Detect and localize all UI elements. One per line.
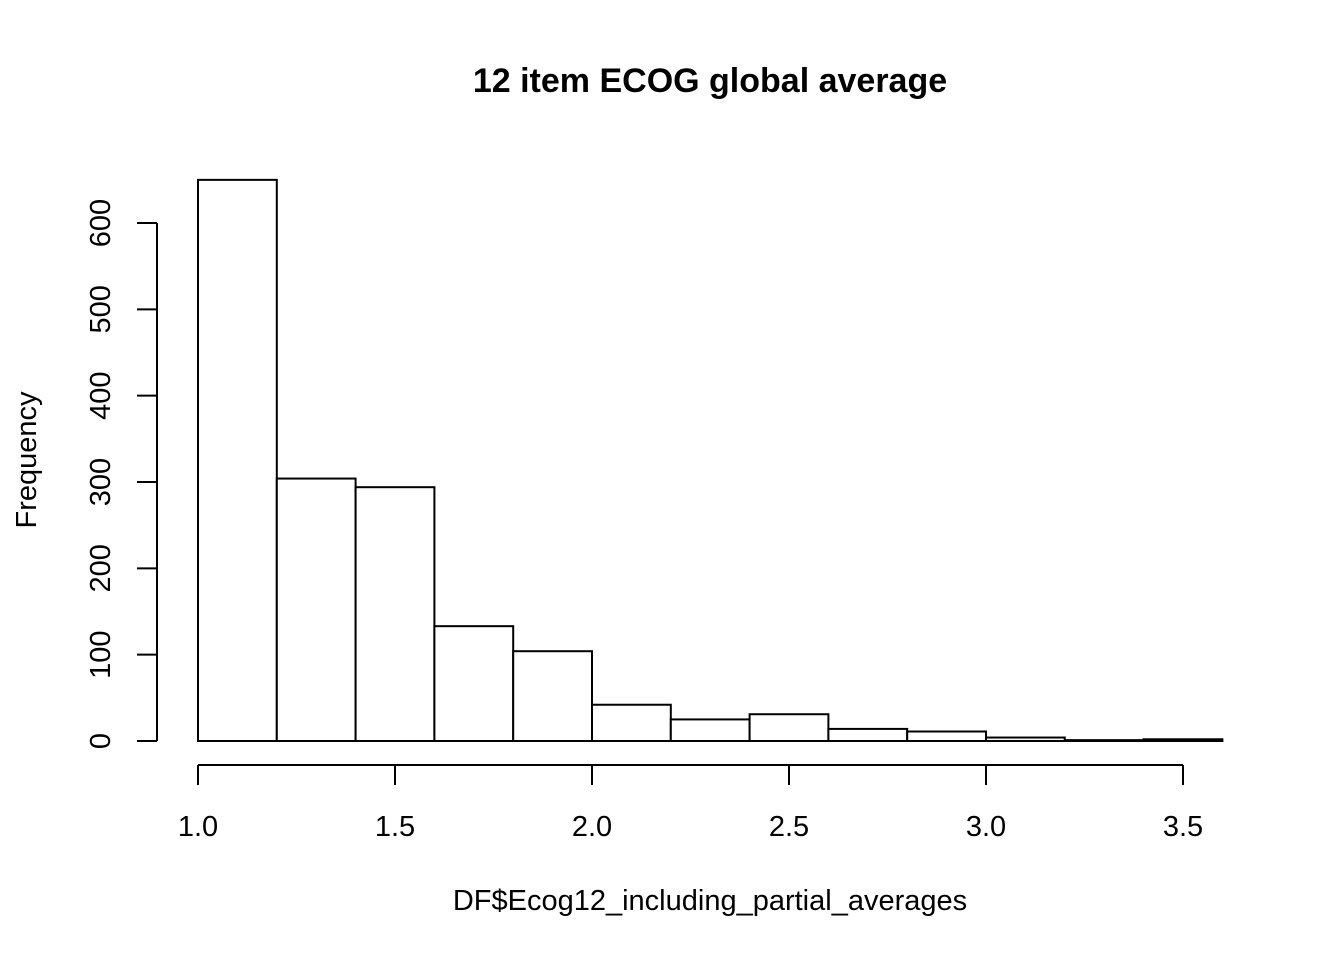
y-tick-label: 500 bbox=[85, 285, 117, 333]
histogram-bar-12 bbox=[1142, 738, 1224, 742]
y-tick-label: 100 bbox=[85, 630, 117, 678]
histogram-bar-8 bbox=[827, 727, 909, 743]
y-axis-label: Frequency bbox=[11, 391, 43, 529]
y-tick-label: 600 bbox=[85, 199, 117, 247]
y-tick-label: 300 bbox=[85, 458, 117, 506]
x-tick-label: 1.5 bbox=[375, 811, 415, 843]
histogram-bar-0 bbox=[197, 178, 278, 743]
y-tick-label: 200 bbox=[85, 544, 117, 592]
histogram-bar-1 bbox=[275, 477, 357, 742]
y-tick-label: 0 bbox=[85, 733, 117, 749]
x-tick-label: 1.0 bbox=[178, 811, 218, 843]
x-axis-label: DF$Ecog12_including_partial_averages bbox=[453, 885, 967, 917]
x-tick-label: 3.5 bbox=[1163, 811, 1203, 843]
x-tick-label: 2.5 bbox=[769, 811, 809, 843]
x-axis: 1.0 1.5 2.0 2.5 3.0 3.5 bbox=[178, 764, 1203, 843]
histogram-bar-7 bbox=[748, 713, 830, 742]
histogram-bar-11 bbox=[1063, 739, 1145, 743]
histogram-bar-3 bbox=[433, 625, 515, 742]
chart-title: 12 item ECOG global average bbox=[473, 62, 947, 100]
x-tick-label: 3.0 bbox=[966, 811, 1006, 843]
x-tick-label: 2.0 bbox=[572, 811, 612, 843]
histogram-bar-2 bbox=[354, 486, 436, 742]
histogram-bar-10 bbox=[985, 736, 1066, 743]
bars-group bbox=[197, 178, 1224, 743]
histogram-bar-4 bbox=[512, 650, 594, 742]
histogram-bar-9 bbox=[906, 730, 988, 743]
y-axis: 0 100 200 300 400 500 600 bbox=[85, 199, 158, 749]
y-tick-label: 400 bbox=[85, 371, 117, 419]
histogram-bar-5 bbox=[591, 703, 672, 742]
histogram-bar-6 bbox=[669, 718, 751, 742]
